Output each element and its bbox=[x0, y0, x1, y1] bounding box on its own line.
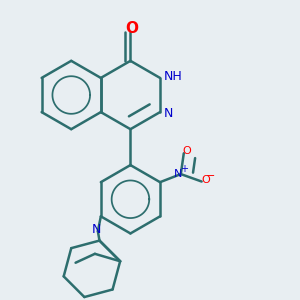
Text: N: N bbox=[164, 107, 173, 120]
Text: NH: NH bbox=[164, 70, 183, 83]
Text: +: + bbox=[180, 164, 188, 174]
Text: N: N bbox=[92, 223, 101, 236]
Text: O: O bbox=[202, 175, 211, 185]
Text: O: O bbox=[182, 146, 191, 156]
Text: −: − bbox=[206, 171, 215, 181]
Text: N: N bbox=[174, 169, 183, 178]
Text: O: O bbox=[125, 21, 138, 36]
